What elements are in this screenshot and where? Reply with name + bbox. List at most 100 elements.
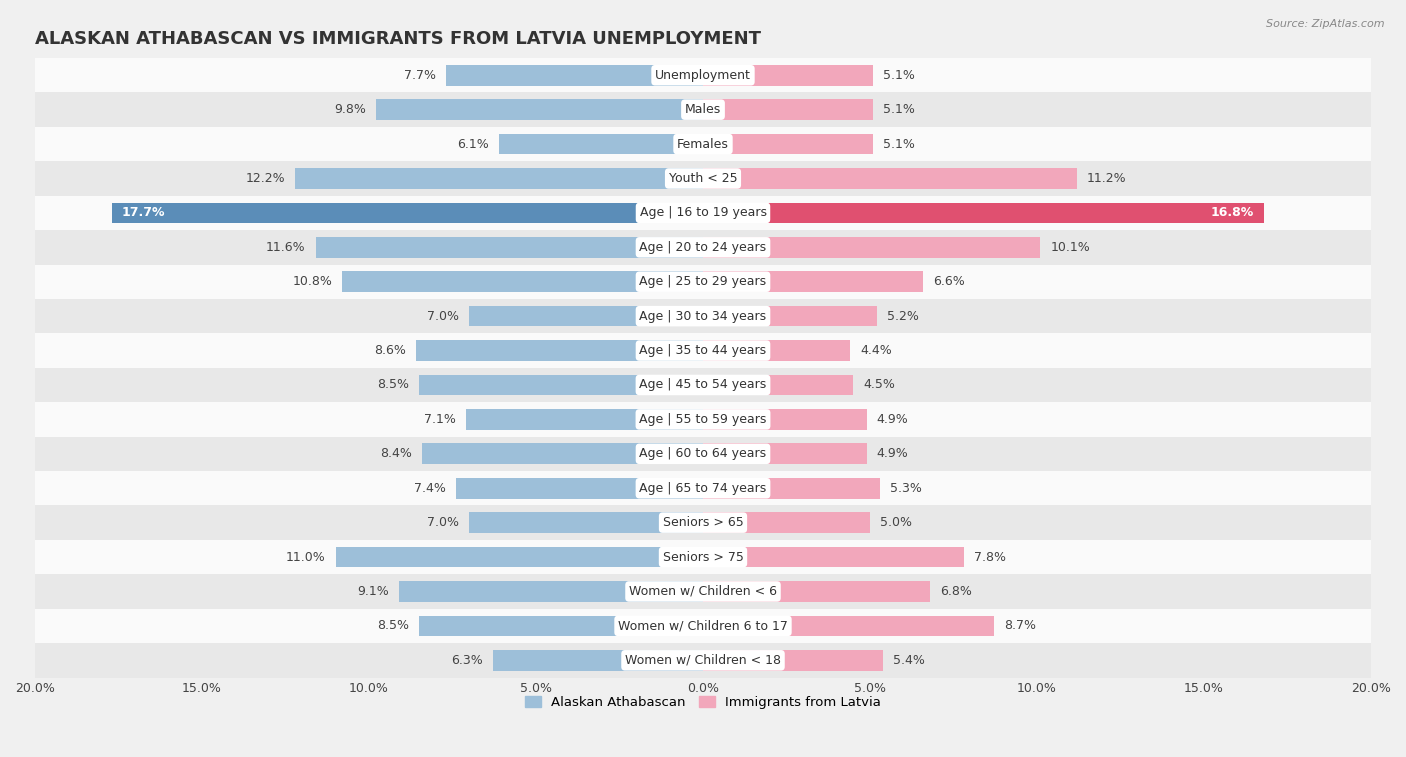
Text: Age | 65 to 74 years: Age | 65 to 74 years <box>640 481 766 495</box>
Text: 4.5%: 4.5% <box>863 378 896 391</box>
Bar <box>703 306 877 326</box>
Text: 5.0%: 5.0% <box>880 516 912 529</box>
Text: 5.1%: 5.1% <box>883 103 915 116</box>
Text: Age | 60 to 64 years: Age | 60 to 64 years <box>640 447 766 460</box>
Bar <box>35 333 1371 368</box>
Bar <box>416 340 703 361</box>
Text: Age | 45 to 54 years: Age | 45 to 54 years <box>640 378 766 391</box>
Bar <box>35 264 1371 299</box>
Bar <box>703 65 873 86</box>
Text: 16.8%: 16.8% <box>1211 207 1254 220</box>
Text: 7.0%: 7.0% <box>427 516 460 529</box>
Text: 10.1%: 10.1% <box>1050 241 1090 254</box>
Bar <box>35 299 1371 333</box>
Text: 6.6%: 6.6% <box>934 276 966 288</box>
Bar <box>470 512 703 533</box>
Text: 6.3%: 6.3% <box>451 654 482 667</box>
Text: 8.5%: 8.5% <box>377 619 409 632</box>
Text: 11.6%: 11.6% <box>266 241 305 254</box>
Text: 7.7%: 7.7% <box>404 69 436 82</box>
Text: 11.2%: 11.2% <box>1087 172 1126 185</box>
Bar <box>703 409 866 430</box>
Bar <box>35 58 1371 92</box>
Bar <box>465 409 703 430</box>
Text: 6.8%: 6.8% <box>941 585 972 598</box>
Bar <box>703 512 870 533</box>
Bar <box>703 615 994 636</box>
Text: ALASKAN ATHABASCAN VS IMMIGRANTS FROM LATVIA UNEMPLOYMENT: ALASKAN ATHABASCAN VS IMMIGRANTS FROM LA… <box>35 30 761 48</box>
Text: Youth < 25: Youth < 25 <box>669 172 737 185</box>
Text: 4.9%: 4.9% <box>877 413 908 426</box>
Bar <box>703 547 963 568</box>
Text: Women w/ Children 6 to 17: Women w/ Children 6 to 17 <box>619 619 787 632</box>
Bar <box>703 99 873 120</box>
Text: 7.4%: 7.4% <box>413 481 446 495</box>
Text: 7.0%: 7.0% <box>427 310 460 322</box>
Text: 4.4%: 4.4% <box>860 344 891 357</box>
Text: 5.2%: 5.2% <box>887 310 918 322</box>
Bar <box>111 203 703 223</box>
Bar <box>703 581 931 602</box>
Text: Females: Females <box>678 138 728 151</box>
Bar <box>470 306 703 326</box>
Bar <box>375 99 703 120</box>
Text: Age | 35 to 44 years: Age | 35 to 44 years <box>640 344 766 357</box>
Bar <box>492 650 703 671</box>
Text: Unemployment: Unemployment <box>655 69 751 82</box>
Bar <box>35 471 1371 506</box>
Text: 8.5%: 8.5% <box>377 378 409 391</box>
Text: Age | 55 to 59 years: Age | 55 to 59 years <box>640 413 766 426</box>
Text: Women w/ Children < 18: Women w/ Children < 18 <box>626 654 780 667</box>
Bar <box>35 643 1371 678</box>
Text: 7.8%: 7.8% <box>973 550 1005 563</box>
Bar <box>703 444 866 464</box>
Bar <box>499 134 703 154</box>
Text: 5.3%: 5.3% <box>890 481 922 495</box>
Text: 11.0%: 11.0% <box>285 550 326 563</box>
Text: 5.4%: 5.4% <box>893 654 925 667</box>
Bar <box>419 615 703 636</box>
Text: Age | 25 to 29 years: Age | 25 to 29 years <box>640 276 766 288</box>
Text: Source: ZipAtlas.com: Source: ZipAtlas.com <box>1267 19 1385 29</box>
Text: Seniors > 65: Seniors > 65 <box>662 516 744 529</box>
Bar <box>35 92 1371 127</box>
Text: 17.7%: 17.7% <box>122 207 166 220</box>
Bar <box>456 478 703 499</box>
Text: 5.1%: 5.1% <box>883 138 915 151</box>
Bar <box>703 650 883 671</box>
Text: Males: Males <box>685 103 721 116</box>
Bar <box>35 127 1371 161</box>
Text: 6.1%: 6.1% <box>457 138 489 151</box>
Bar <box>703 237 1040 257</box>
Text: 8.7%: 8.7% <box>1004 619 1036 632</box>
Bar <box>35 368 1371 402</box>
Text: 5.1%: 5.1% <box>883 69 915 82</box>
Bar <box>35 506 1371 540</box>
Bar <box>419 375 703 395</box>
Bar <box>703 203 1264 223</box>
Bar <box>35 575 1371 609</box>
Bar <box>446 65 703 86</box>
Bar <box>315 237 703 257</box>
Bar <box>35 540 1371 575</box>
Text: Age | 16 to 19 years: Age | 16 to 19 years <box>640 207 766 220</box>
Text: Women w/ Children < 6: Women w/ Children < 6 <box>628 585 778 598</box>
Bar <box>703 272 924 292</box>
Bar <box>703 134 873 154</box>
Bar <box>703 375 853 395</box>
Text: 8.6%: 8.6% <box>374 344 406 357</box>
Bar <box>35 196 1371 230</box>
Bar <box>35 230 1371 264</box>
Bar <box>703 478 880 499</box>
Bar <box>703 168 1077 188</box>
Legend: Alaskan Athabascan, Immigrants from Latvia: Alaskan Athabascan, Immigrants from Latv… <box>520 690 886 715</box>
Text: Age | 20 to 24 years: Age | 20 to 24 years <box>640 241 766 254</box>
Text: 7.1%: 7.1% <box>425 413 456 426</box>
Text: Seniors > 75: Seniors > 75 <box>662 550 744 563</box>
Text: 4.9%: 4.9% <box>877 447 908 460</box>
Bar <box>422 444 703 464</box>
Bar <box>35 161 1371 196</box>
Bar <box>336 547 703 568</box>
Bar <box>342 272 703 292</box>
Bar <box>35 437 1371 471</box>
